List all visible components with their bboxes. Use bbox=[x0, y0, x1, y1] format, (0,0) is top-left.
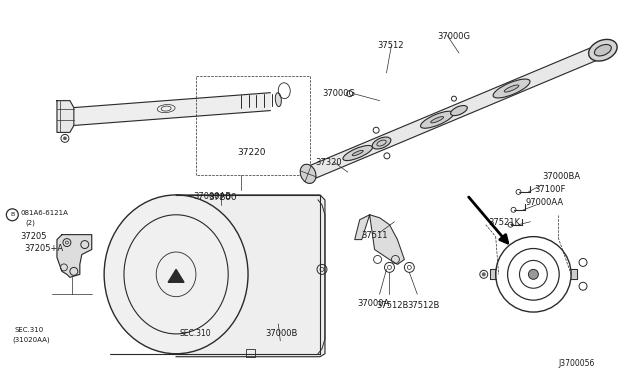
Text: 37320: 37320 bbox=[315, 158, 342, 167]
Text: 37000BA: 37000BA bbox=[542, 172, 580, 181]
Ellipse shape bbox=[504, 85, 519, 92]
Text: 97000AA: 97000AA bbox=[525, 198, 564, 207]
Text: 37205: 37205 bbox=[20, 232, 47, 241]
Text: SEC.310: SEC.310 bbox=[14, 327, 44, 333]
Ellipse shape bbox=[275, 93, 282, 106]
Ellipse shape bbox=[493, 79, 530, 98]
Text: (31020AA): (31020AA) bbox=[12, 337, 50, 343]
Ellipse shape bbox=[300, 164, 316, 183]
Text: 37000A: 37000A bbox=[358, 299, 390, 308]
Ellipse shape bbox=[343, 145, 372, 161]
Text: 37512: 37512 bbox=[378, 41, 404, 50]
Text: 37512B: 37512B bbox=[376, 301, 409, 310]
Text: 37521K: 37521K bbox=[489, 218, 521, 227]
Polygon shape bbox=[355, 215, 404, 264]
Polygon shape bbox=[168, 269, 184, 282]
Text: 37000B: 37000B bbox=[266, 329, 298, 338]
Text: 37100F: 37100F bbox=[534, 185, 566, 194]
Polygon shape bbox=[57, 101, 74, 132]
Polygon shape bbox=[571, 269, 577, 279]
Polygon shape bbox=[303, 40, 616, 182]
Bar bbox=[246, 349, 255, 357]
Ellipse shape bbox=[352, 150, 364, 156]
Circle shape bbox=[483, 273, 485, 276]
Text: 37000G: 37000G bbox=[437, 32, 470, 41]
Ellipse shape bbox=[451, 106, 467, 116]
Ellipse shape bbox=[589, 39, 617, 61]
Text: 37205+A: 37205+A bbox=[24, 244, 63, 253]
Text: 37000AB: 37000AB bbox=[193, 192, 231, 201]
Text: 37220: 37220 bbox=[237, 148, 266, 157]
Polygon shape bbox=[57, 235, 92, 277]
Text: 37000G: 37000G bbox=[322, 89, 355, 98]
Text: 081A6-6121A: 081A6-6121A bbox=[20, 210, 68, 216]
Text: 37512B: 37512B bbox=[407, 301, 440, 310]
Ellipse shape bbox=[420, 111, 454, 128]
Text: B: B bbox=[10, 212, 15, 217]
Text: 37200: 37200 bbox=[208, 193, 236, 202]
Ellipse shape bbox=[595, 45, 611, 56]
Ellipse shape bbox=[104, 195, 248, 354]
Polygon shape bbox=[176, 195, 325, 357]
Circle shape bbox=[63, 137, 67, 140]
Circle shape bbox=[529, 269, 538, 279]
Text: SEC.310: SEC.310 bbox=[179, 329, 211, 338]
Ellipse shape bbox=[431, 116, 444, 123]
Text: J3700056: J3700056 bbox=[558, 359, 595, 368]
Text: (2): (2) bbox=[25, 220, 35, 226]
Polygon shape bbox=[490, 269, 495, 279]
Text: 37511: 37511 bbox=[362, 231, 388, 240]
Ellipse shape bbox=[372, 137, 391, 149]
Polygon shape bbox=[74, 93, 270, 125]
